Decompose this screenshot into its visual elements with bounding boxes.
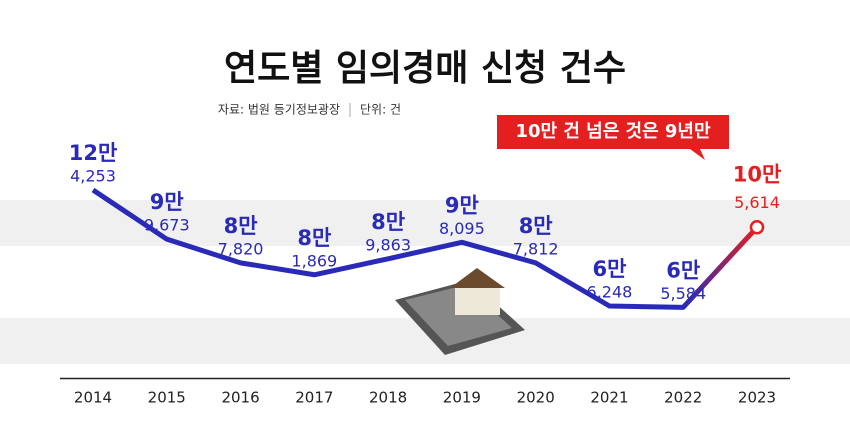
annotation-pointer: [690, 149, 705, 160]
value-label-main: 8만: [224, 214, 258, 238]
x-tick-label: 2017: [295, 389, 333, 407]
value-label-main: 8만: [519, 214, 553, 238]
value-label-rest: 4,253: [70, 166, 116, 185]
x-tick-label: 2022: [664, 389, 702, 407]
source: 자료: 법원 등기정보광장: [218, 103, 340, 117]
value-label-rest: 9,673: [144, 216, 190, 235]
value-label-rest: 5,584: [660, 284, 706, 303]
x-tick-label: 2016: [221, 389, 259, 407]
line: [91, 187, 759, 310]
value-label-main: 6만: [592, 257, 626, 281]
value-label-rest: 5,614: [734, 193, 780, 212]
chart-title: 연도별 임의경매 신청 건수: [224, 48, 626, 89]
x-tick-label: 2015: [148, 389, 186, 407]
x-tick-label: 2023: [738, 389, 776, 407]
unit: 단위: 건: [360, 103, 401, 117]
value-label-main: 10만: [733, 162, 782, 186]
band: [0, 200, 850, 246]
end-marker: [749, 220, 765, 235]
value-label-main: 8만: [371, 210, 405, 234]
annotation: 10만 건 넘은 것은 9년만: [515, 121, 711, 142]
value-label-rest: 6,248: [587, 283, 633, 302]
value-label-main: 9만: [445, 193, 479, 217]
x-tick-label: 2019: [443, 389, 481, 407]
value-label-main: 12만: [69, 141, 118, 165]
x-tick-label: 2018: [369, 389, 407, 407]
value-label-rest: 1,869: [291, 251, 337, 270]
value-label-rest: 8,095: [439, 219, 485, 238]
annotation-box: [497, 115, 729, 149]
calculator: [395, 268, 525, 355]
value-label-rest: 9,863: [365, 235, 411, 254]
value-label-rest: 7,812: [513, 239, 559, 258]
value-label-main: 8만: [297, 226, 331, 250]
value-label-rest: 7,820: [218, 239, 264, 258]
value-label-main: 6만: [666, 258, 700, 282]
value-label-main: 9만: [150, 190, 184, 214]
x-tick-label: 2021: [590, 389, 628, 407]
x-tick-label: 2014: [74, 389, 112, 407]
x-tick-label: 2020: [517, 389, 555, 407]
